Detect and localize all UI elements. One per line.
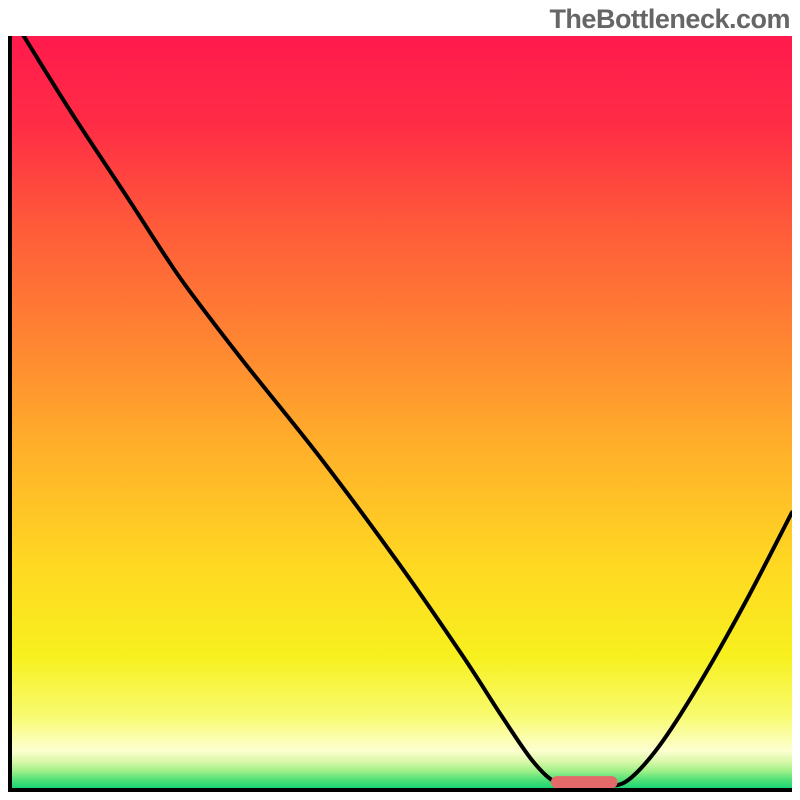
gradient-background: [8, 36, 792, 792]
chart-container: TheBottleneck.com: [0, 0, 800, 800]
optimal-marker: [551, 776, 618, 788]
chart-plot: [8, 36, 792, 792]
watermark-text: TheBottleneck.com: [549, 4, 790, 35]
